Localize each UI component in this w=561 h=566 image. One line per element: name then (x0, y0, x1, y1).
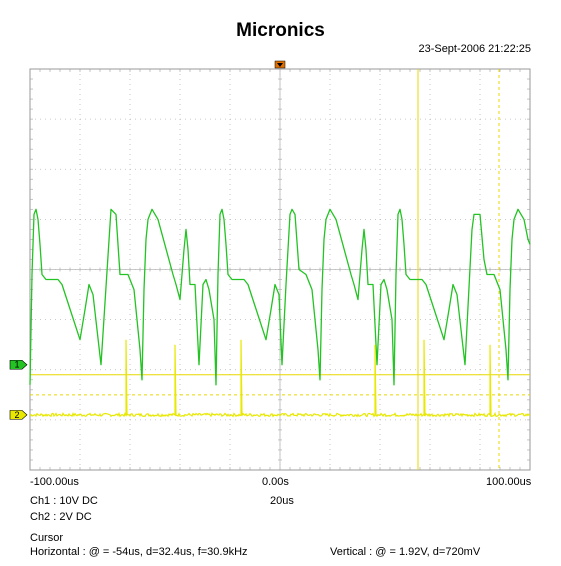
horizontal-cursor-readout: Horizontal : @ = -54us, d=32.4us, f=30.9… (30, 546, 248, 558)
cursor-lines (30, 69, 530, 470)
channel-markers: 1 2 (9, 60, 286, 420)
ch2-trace (29, 339, 531, 418)
plot-frame (29, 68, 531, 471)
ch1-marker[interactable]: 1 (9, 360, 28, 370)
ch2-marker-label: 2 (14, 410, 19, 420)
time-per-division: 20us (270, 495, 294, 507)
cursor-heading: Cursor (30, 532, 64, 544)
vertical-cursor-readout: Vertical : @ = 1.92V, d=720mV (330, 546, 481, 558)
traces (29, 208, 531, 418)
ch1-setting: Ch1 : 10V DC (30, 495, 98, 507)
graticule (29, 68, 531, 471)
trigger-marker[interactable] (274, 60, 286, 69)
timestamp: 23-Sept-2006 21:22:25 (418, 43, 531, 55)
ch1-trace (29, 208, 531, 386)
ch2-setting: Ch2 : 2V DC (30, 511, 92, 523)
x-tick-label-right: 100.00us (486, 476, 532, 488)
ch1-marker-label: 1 (14, 360, 19, 370)
chart-title: Micronics (236, 20, 325, 41)
x-tick-label-left: -100.00us (30, 476, 79, 488)
ch2-marker[interactable]: 2 (9, 410, 28, 420)
x-tick-label-center: 0.00s (262, 476, 289, 488)
